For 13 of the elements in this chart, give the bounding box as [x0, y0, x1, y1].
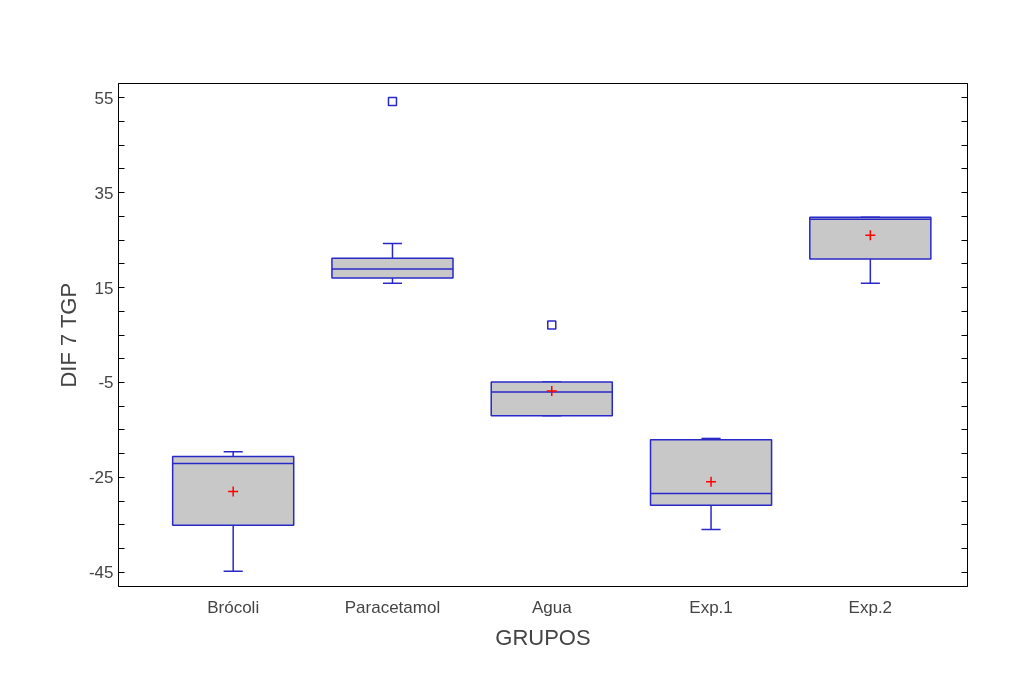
y-tick-label: 35	[94, 183, 114, 203]
x-tick-label: Agua	[531, 597, 573, 617]
x-tick-label: Exp.2	[848, 597, 893, 617]
y-tick-label: 15	[94, 278, 114, 298]
y-tick-label: -45	[88, 563, 114, 583]
x-axis-title: GRUPOS	[495, 624, 591, 650]
y-axis-title: DIF 7 TGP	[55, 282, 81, 388]
y-tick-label: -25	[88, 468, 114, 488]
x-tick-label: Brócoli	[207, 597, 260, 617]
y-tick-label: 55	[94, 88, 114, 108]
x-tick-label: Exp.1	[689, 597, 733, 617]
x-tick-label: Paracetamol	[344, 597, 441, 617]
y-tick-label: -5	[98, 373, 114, 393]
